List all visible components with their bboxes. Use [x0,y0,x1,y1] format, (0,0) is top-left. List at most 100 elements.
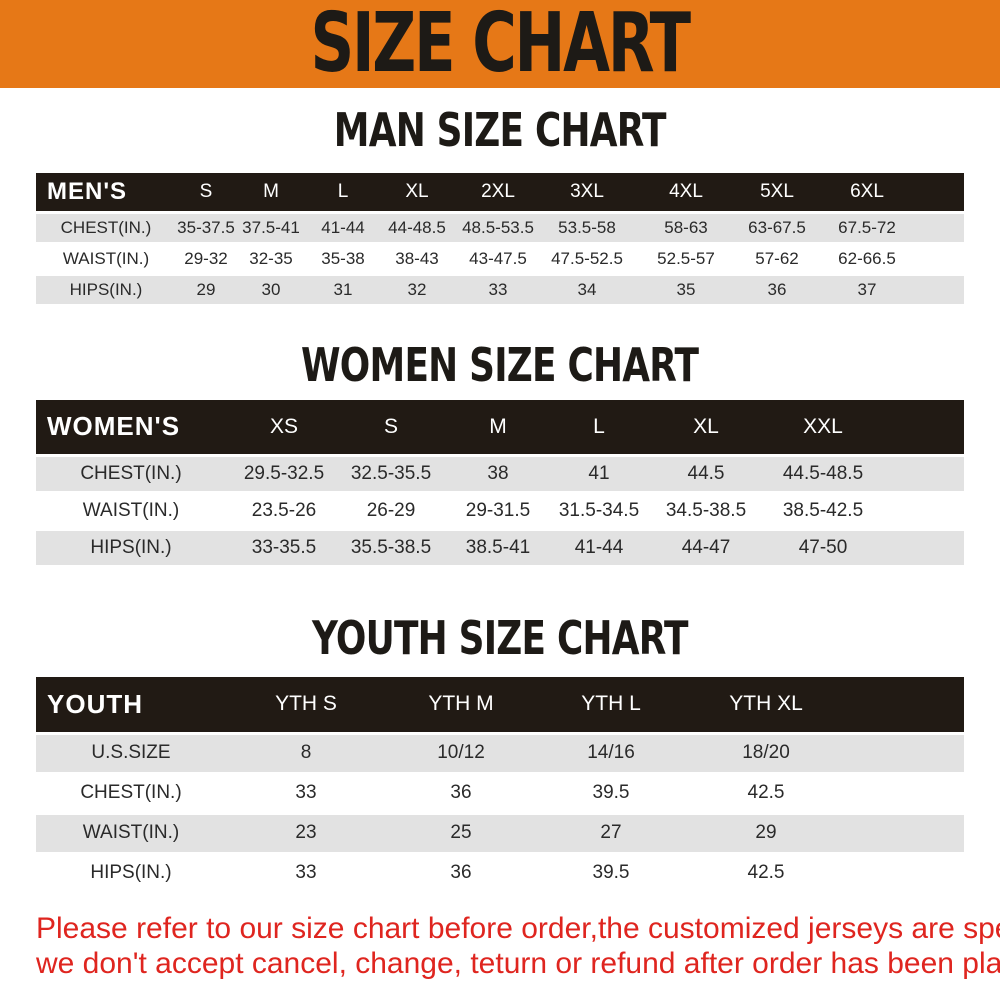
size-column-header: M [440,399,556,457]
table-title-cell: MEN'S [36,172,176,214]
value-cell: 42.5 [686,774,964,815]
value-cell: 23.5-26 [226,493,342,531]
table-row: WAIST(IN.) 29-32 32-35 35-38 38-43 43-47.5 47.… [36,244,964,276]
value-cell: 29-31.5 [440,493,556,531]
value-cell: 44-48.5 [380,213,454,245]
value-cell: 38.5-41 [440,530,556,568]
size-column-header: XL [380,172,454,214]
row-label-cell: WAIST(IN.) [36,814,226,855]
value-cell: 26-29 [342,493,440,531]
table-header-row: YOUTH YTH S YTH M YTH L YTH XL [36,676,964,735]
value-cell: 41 [556,456,642,494]
row-label-cell: CHEST(IN.) [36,774,226,815]
table-row: HIPS(IN.) 33-35.5 35.5-38.5 38.5-41 41-44 44-… [36,530,964,568]
value-cell: 29 [176,275,236,307]
value-cell: 47-50 [770,530,964,568]
value-cell: 8 [226,734,386,775]
value-cell: 57-62 [740,244,814,276]
value-cell: 18/20 [686,734,964,775]
size-column-header: L [306,172,380,214]
notice-line-1: Please refer to our size chart before or… [36,911,1000,945]
size-column-header: 6XL [814,172,964,214]
charts-area: MAN SIZE CHART MEN'S S M L XL 2XL 3XL 4XL 5XL 6XL… [0,104,1000,895]
table-title-cell: YOUTH [36,676,226,735]
value-cell: 44.5-48.5 [770,456,964,494]
value-cell: 29-32 [176,244,236,276]
table-row: CHEST(IN.) 33 36 39.5 42.5 [36,774,964,815]
value-cell: 39.5 [536,854,686,895]
value-cell: 31.5-34.5 [556,493,642,531]
banner: SIZE CHART [0,0,1000,88]
size-column-header: L [556,399,642,457]
value-cell: 35-38 [306,244,380,276]
value-cell: 32-35 [236,244,306,276]
table-row: CHEST(IN.) 35-37.5 37.5-41 41-44 44-48.5 48.5… [36,213,964,245]
value-cell: 44-47 [642,530,770,568]
table-title-cell: WOMEN'S [36,399,226,457]
row-label-cell: U.S.SIZE [36,734,226,775]
value-cell: 47.5-52.5 [542,244,632,276]
men-size-table: MEN'S S M L XL 2XL 3XL 4XL 5XL 6XL CHEST(IN.) 35-37… [36,172,964,307]
value-cell: 34 [542,275,632,307]
value-cell: 36 [386,854,536,895]
size-column-header: 4XL [632,172,740,214]
value-cell: 23 [226,814,386,855]
value-cell: 33-35.5 [226,530,342,568]
size-column-header: XS [226,399,342,457]
table-row: WAIST(IN.) 23.5-26 26-29 29-31.5 31.5-34.5 34… [36,493,964,531]
value-cell: 39.5 [536,774,686,815]
value-cell: 58-63 [632,213,740,245]
row-label-cell: HIPS(IN.) [36,854,226,895]
value-cell: 37 [814,275,964,307]
size-column-header: XL [642,399,770,457]
table-row: WAIST(IN.) 23 25 27 29 [36,814,964,855]
row-label-cell: HIPS(IN.) [36,530,226,568]
value-cell: 32 [380,275,454,307]
youth-section-heading: YOUTH SIZE CHART [312,610,688,665]
man-section-heading: MAN SIZE CHART [334,103,667,157]
value-cell: 43-47.5 [454,244,542,276]
value-cell: 33 [226,854,386,895]
value-cell: 38 [440,456,556,494]
table-header-row: WOMEN'S XS S M L XL XXL [36,399,964,457]
women-section-heading: WOMEN SIZE CHART [301,337,699,392]
size-column-header: YTH L [536,676,686,735]
value-cell: 38-43 [380,244,454,276]
size-column-header: XXL [770,399,964,457]
women-size-table: WOMEN'S XS S M L XL XXL CHEST(IN.) 29.5-32.5 32.5… [36,399,964,568]
size-column-header: 3XL [542,172,632,214]
women-size-section: WOMEN SIZE CHART WOMEN'S XS S M L XL XXL CHEST(… [0,337,1000,568]
value-cell: 29 [686,814,964,855]
notice-line-2: we don't accept cancel, change, teturn o… [36,946,1000,980]
size-column-header: S [342,399,440,457]
youth-heading-wrap: YOUTH SIZE CHART [0,610,1000,665]
youth-size-table: YOUTH YTH S YTH M YTH L YTH XL U.S.SIZE 8 10/12… [36,676,964,895]
page-title: SIZE CHART [310,0,692,91]
value-cell: 44.5 [642,456,770,494]
value-cell: 41-44 [556,530,642,568]
size-column-header: 5XL [740,172,814,214]
size-column-header: M [236,172,306,214]
value-cell: 35-37.5 [176,213,236,245]
women-heading-wrap: WOMEN SIZE CHART [0,337,1000,392]
value-cell: 37.5-41 [236,213,306,245]
value-cell: 35 [632,275,740,307]
value-cell: 42.5 [686,854,964,895]
size-column-header: 2XL [454,172,542,214]
value-cell: 25 [386,814,536,855]
row-label-cell: CHEST(IN.) [36,213,176,245]
value-cell: 63-67.5 [740,213,814,245]
table-row: HIPS(IN.) 29 30 31 32 33 34 35 36 37 [36,275,964,307]
value-cell: 33 [226,774,386,815]
value-cell: 29.5-32.5 [226,456,342,494]
table-row: CHEST(IN.) 29.5-32.5 32.5-35.5 38 41 44.5 44.5… [36,456,964,494]
size-column-header: YTH S [226,676,386,735]
value-cell: 35.5-38.5 [342,530,440,568]
value-cell: 30 [236,275,306,307]
value-cell: 36 [386,774,536,815]
value-cell: 52.5-57 [632,244,740,276]
row-label-cell: CHEST(IN.) [36,456,226,494]
value-cell: 38.5-42.5 [770,493,964,531]
value-cell: 36 [740,275,814,307]
